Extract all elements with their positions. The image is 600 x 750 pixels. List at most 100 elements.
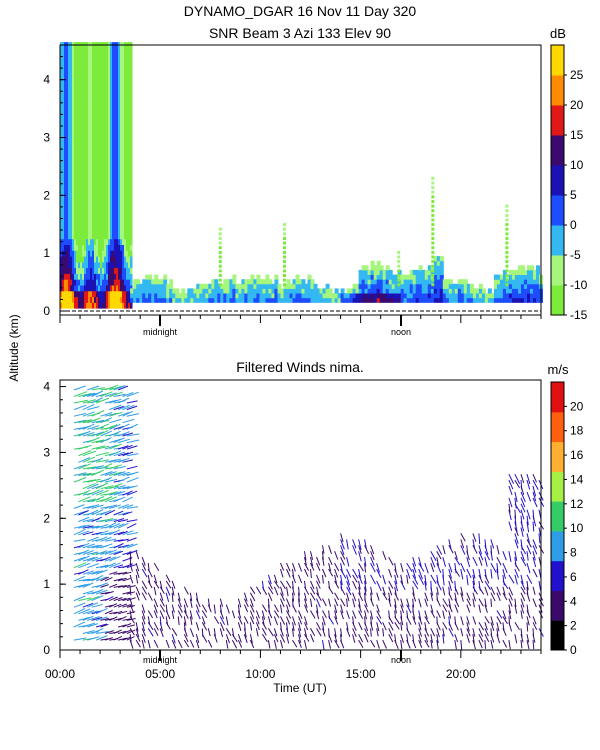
snr-cell bbox=[518, 283, 522, 289]
snr-cell bbox=[92, 99, 95, 107]
wind-barb bbox=[104, 509, 116, 516]
snr-cell bbox=[122, 53, 125, 60]
wind-barb bbox=[153, 610, 158, 619]
wind-barb bbox=[394, 563, 397, 572]
snr-cell bbox=[208, 293, 213, 299]
wind-barb bbox=[113, 385, 126, 391]
wind-barb bbox=[273, 639, 277, 649]
wind-barb bbox=[454, 634, 459, 643]
snr-cell bbox=[74, 82, 77, 89]
snr-cell bbox=[283, 260, 286, 264]
snr-cell bbox=[120, 111, 123, 118]
snr-cell bbox=[62, 71, 65, 78]
wind-barb bbox=[418, 562, 425, 572]
snr-cell bbox=[88, 88, 91, 95]
snr-cell bbox=[220, 293, 225, 299]
wind-barb bbox=[122, 543, 134, 549]
wind-barb bbox=[370, 545, 375, 555]
snr-cell bbox=[118, 134, 121, 141]
snr-cell bbox=[126, 238, 129, 245]
wind-barb bbox=[280, 604, 283, 614]
snr-cell bbox=[114, 152, 117, 159]
snr-cell bbox=[301, 297, 306, 303]
snr-cell bbox=[120, 209, 123, 217]
snr-cell bbox=[118, 215, 121, 222]
snr-cell bbox=[110, 296, 113, 303]
snr-cell bbox=[334, 297, 339, 303]
snr-cell bbox=[80, 273, 83, 280]
wind-barb bbox=[126, 624, 136, 628]
snr-cell bbox=[88, 59, 91, 66]
snr-cell bbox=[409, 279, 414, 285]
wind-barb bbox=[117, 530, 128, 536]
wind-barb bbox=[122, 444, 133, 450]
snr-cell bbox=[112, 128, 115, 136]
snr-cell bbox=[66, 140, 69, 147]
snr-cell bbox=[62, 157, 65, 165]
snr-cell bbox=[110, 76, 113, 84]
snr-cell bbox=[62, 82, 65, 89]
snr-cell bbox=[76, 111, 79, 118]
snr-cell bbox=[114, 232, 117, 240]
wind-barb bbox=[316, 604, 319, 614]
wind-barb bbox=[126, 532, 139, 536]
wind-barb bbox=[87, 610, 99, 615]
snr-cell bbox=[88, 76, 91, 84]
snr-cell bbox=[505, 250, 509, 254]
snr-cell bbox=[163, 274, 168, 280]
snr-cell bbox=[92, 302, 95, 309]
wind-barb bbox=[237, 622, 242, 631]
wind-barb bbox=[73, 504, 85, 509]
snr-cell bbox=[184, 293, 189, 299]
snr-cell bbox=[74, 117, 77, 124]
snr-cell bbox=[118, 157, 121, 165]
snr-cell bbox=[130, 99, 133, 107]
snr-cell bbox=[106, 65, 109, 72]
wind-barb bbox=[141, 604, 146, 614]
snr-cell bbox=[90, 273, 93, 280]
snr-cell bbox=[118, 198, 121, 205]
snr-cell bbox=[118, 88, 121, 95]
snr-cell bbox=[72, 175, 75, 182]
snr-cell bbox=[211, 297, 216, 303]
snr-cell bbox=[76, 290, 79, 298]
wind-barb bbox=[104, 538, 117, 542]
wind-barb bbox=[304, 633, 310, 642]
wind-barb bbox=[292, 628, 294, 637]
snr-cell bbox=[112, 192, 115, 199]
snr-cell bbox=[68, 302, 71, 309]
snr-cell bbox=[80, 53, 83, 60]
wind-colorbar-tick-label: 18 bbox=[570, 424, 584, 438]
snr-cell bbox=[74, 65, 77, 72]
snr-cell bbox=[70, 192, 73, 199]
snr-cell bbox=[70, 128, 73, 136]
snr-cell bbox=[166, 288, 171, 294]
wind-barb bbox=[304, 592, 307, 602]
wind-barb bbox=[418, 634, 422, 644]
wind-barb bbox=[165, 592, 170, 603]
snr-cell bbox=[96, 273, 99, 280]
snr-cell bbox=[110, 99, 113, 107]
snr-cell bbox=[74, 169, 77, 176]
snr-cell bbox=[530, 265, 534, 271]
snr-cell bbox=[84, 59, 87, 66]
snr-cell bbox=[521, 288, 525, 294]
snr-cell bbox=[66, 117, 69, 124]
wind-barb bbox=[508, 551, 512, 562]
snr-cell bbox=[84, 65, 87, 72]
wind-barb bbox=[117, 431, 130, 437]
snr-colorbar-segment bbox=[551, 105, 564, 136]
wind-barb bbox=[298, 639, 302, 648]
snr-cell bbox=[104, 88, 107, 95]
wind-barb bbox=[370, 610, 374, 620]
snr-cell bbox=[104, 71, 107, 78]
snr-cell bbox=[88, 204, 91, 211]
snr-cell bbox=[102, 267, 105, 274]
wind-barb bbox=[388, 633, 394, 643]
snr-cell bbox=[116, 256, 119, 263]
wind-barb bbox=[532, 485, 537, 497]
snr-cell bbox=[70, 238, 73, 245]
snr-cell bbox=[418, 265, 423, 271]
snr-cell bbox=[475, 293, 480, 299]
snr-cell bbox=[68, 71, 71, 78]
